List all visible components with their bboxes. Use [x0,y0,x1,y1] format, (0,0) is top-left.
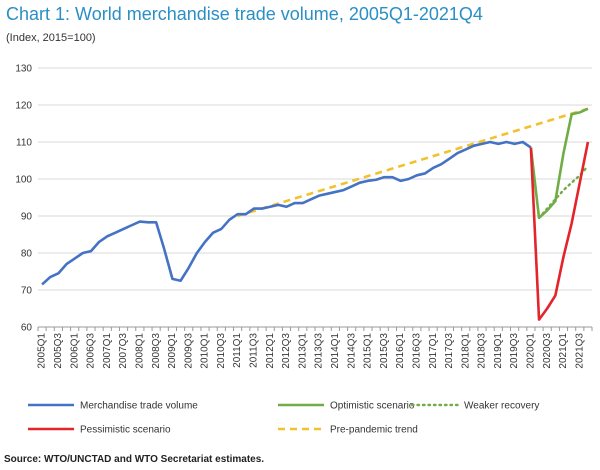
legend-item-pre-pandemic-trend: Pre-pandemic trend [278,425,418,436]
x-tick-label: 2008Q3 [151,333,162,369]
x-tick-label: 2006Q3 [86,333,97,369]
series-pessimistic-scenario [529,141,590,321]
x-tick-label: 2007Q3 [118,333,129,369]
legend-item-pessimistic-scenario: Pessimistic scenario [28,425,171,436]
y-axis: 60 70 80 90 100 110 120 130 [15,64,32,334]
x-tick-label: 2016Q3 [411,333,422,369]
series-optimistic-scenario [529,107,589,220]
x-tick-label: 2018Q1 [460,333,471,369]
x-tick-label: 2010Q1 [200,333,211,369]
x-tick-label: 2010Q3 [216,333,227,369]
x-tick-label: 2015Q3 [379,333,390,369]
x-tick-label: 2013Q3 [314,333,325,369]
x-tick-label: 2005Q3 [53,333,64,369]
legend: Merchandise trade volume Optimistic scena… [28,401,539,436]
x-tick-label: 2015Q1 [363,333,374,369]
x-tick-label: 2013Q1 [297,333,308,369]
legend-label: Optimistic scenario [330,401,415,412]
x-tick-label: 2007Q1 [102,333,113,369]
legend-label: Pre-pandemic trend [330,425,418,436]
y-tick-label: 80 [21,249,33,260]
y-tick-label: 100 [15,175,32,186]
x-tick-label: 2005Q1 [37,333,48,369]
x-tick-label: 2012Q3 [281,333,292,369]
x-tick-label: 2014Q3 [346,333,357,369]
y-tick-label: 70 [21,286,33,297]
legend-label: Merchandise trade volume [80,401,198,412]
x-tick-label: 2020Q1 [526,333,537,369]
legend-label: Pessimistic scenario [80,425,171,436]
series-merchandise-trade-volume [41,140,532,286]
legend-item-weaker-recovery: Weaker recovery [410,401,539,412]
x-tick-label: 2020Q3 [542,333,553,369]
x-tick-label: 2006Q1 [69,333,80,369]
x-tick-label: 2016Q1 [395,333,406,369]
x-tick-label: 2009Q3 [183,333,194,369]
x-axis: 2005Q1 2005Q3 2006Q1 2006Q3 2007Q1 2007Q3 2008… [37,326,593,369]
y-tick-label: 110 [16,138,32,149]
x-tick-label: 2014Q1 [330,333,341,369]
y-tick-label: 130 [15,64,32,75]
x-tick-label: 2012Q1 [265,333,276,369]
legend-item-merchandise-trade-volume: Merchandise trade volume [28,401,198,412]
y-tick-label: 60 [21,323,33,334]
x-tick-label: 2009Q1 [167,333,178,369]
x-tick-label: 2019Q3 [509,333,520,369]
series-pre-pandemic-trend [237,107,589,218]
x-tick-label: 2008Q1 [134,333,145,369]
x-tick-label: 2011Q1 [232,333,243,368]
x-tick-label: 2021Q3 [574,333,585,369]
x-tick-label: 2021Q1 [558,333,569,369]
legend-item-optimistic-scenario: Optimistic scenario [278,401,415,412]
chart-source: Source: WTO/UNCTAD and WTO Secretariat e… [4,454,265,465]
x-tick-label: 2019Q1 [493,333,504,369]
y-tick-label: 90 [21,212,33,223]
x-tick-label: 2018Q3 [477,333,488,369]
legend-label: Weaker recovery [464,401,539,412]
x-tick-label: 2017Q3 [444,333,455,369]
chart-title: Chart 1: World merchandise trade volume,… [6,4,483,24]
x-tick-label: 2011Q3 [249,333,260,368]
chart-subtitle: (Index, 2015=100) [6,32,96,44]
y-tick-label: 120 [15,101,32,112]
series-lines [41,107,590,321]
x-tick-label: 2017Q1 [428,333,439,369]
